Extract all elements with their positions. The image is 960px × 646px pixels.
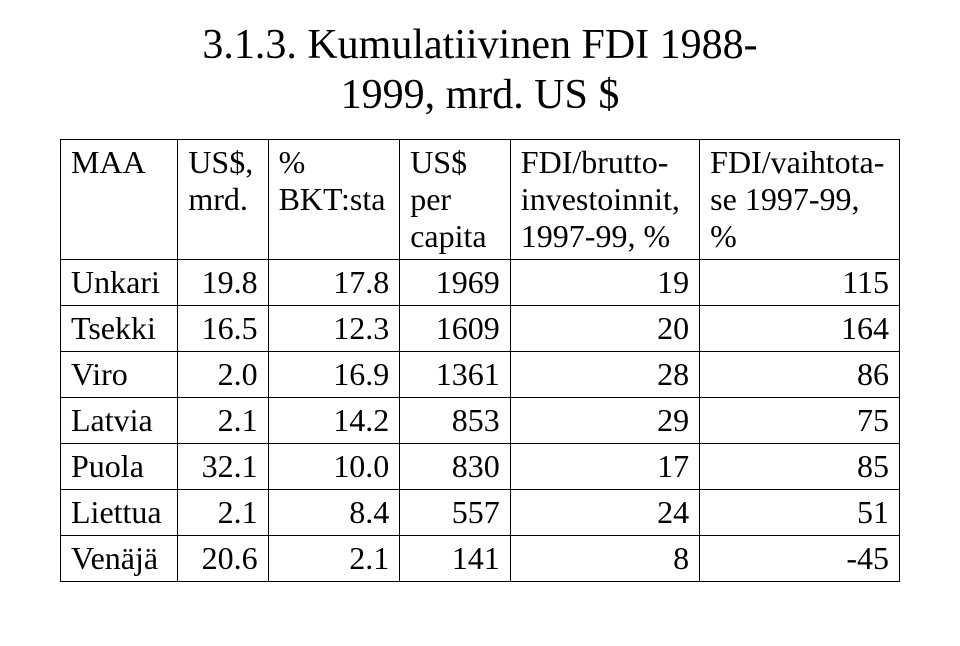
cell-value: 24: [510, 489, 699, 535]
title-line-1: 3.1.3. Kumulatiivinen FDI 1988-: [202, 22, 757, 68]
cell-value: 1361: [400, 351, 511, 397]
cell-country: Tsekki: [61, 305, 178, 351]
cell-value: 85: [700, 443, 900, 489]
cell-country: Unkari: [61, 259, 178, 305]
cell-value: 8.4: [268, 489, 400, 535]
table-body: Unkari 19.8 17.8 1969 19 115 Tsekki 16.5…: [61, 259, 900, 581]
table-row: Puola 32.1 10.0 830 17 85: [61, 443, 900, 489]
cell-value: 86: [700, 351, 900, 397]
col-header-fdi-brutto: FDI/brutto- investoinnit, 1997-99, %: [510, 139, 699, 259]
cell-value: 51: [700, 489, 900, 535]
cell-value: 1969: [400, 259, 511, 305]
col-header-text: FDI/vaihtota-: [710, 144, 884, 180]
cell-value: 2.0: [178, 351, 268, 397]
cell-value: 1609: [400, 305, 511, 351]
table-header-row: MAA US$, mrd. % BKT:sta US$ per capita F…: [61, 139, 900, 259]
col-header-text: %: [710, 218, 737, 254]
cell-value: 17: [510, 443, 699, 489]
cell-value: 75: [700, 397, 900, 443]
cell-value: 557: [400, 489, 511, 535]
col-header-text: %: [279, 144, 306, 180]
cell-country: Viro: [61, 351, 178, 397]
table-row: Venäjä 20.6 2.1 141 8 -45: [61, 535, 900, 581]
col-header-us: US$, mrd.: [178, 139, 268, 259]
cell-value: 12.3: [268, 305, 400, 351]
cell-value: 2.1: [178, 489, 268, 535]
cell-value: 8: [510, 535, 699, 581]
col-header-text: US$ per: [410, 144, 467, 217]
table-row: Tsekki 16.5 12.3 1609 20 164: [61, 305, 900, 351]
cell-value: 10.0: [268, 443, 400, 489]
col-header-text: 1997-99, %: [521, 218, 670, 254]
cell-value: 115: [700, 259, 900, 305]
cell-value: 17.8: [268, 259, 400, 305]
cell-country: Liettua: [61, 489, 178, 535]
col-header-text: US$,: [188, 144, 253, 180]
cell-value: 28: [510, 351, 699, 397]
cell-value: 19.8: [178, 259, 268, 305]
col-header-maa: MAA: [61, 139, 178, 259]
cell-value: 2.1: [268, 535, 400, 581]
cell-value: 2.1: [178, 397, 268, 443]
col-header-fdi-vaihto: FDI/vaihtota- se 1997-99, %: [700, 139, 900, 259]
cell-country: Latvia: [61, 397, 178, 443]
cell-value: 141: [400, 535, 511, 581]
cell-value: -45: [700, 535, 900, 581]
col-header-text: FDI/brutto-: [521, 144, 669, 180]
col-header-cap: US$ per capita: [400, 139, 511, 259]
page-title: 3.1.3. Kumulatiivinen FDI 1988- 1999, mr…: [60, 20, 900, 121]
table-row: Viro 2.0 16.9 1361 28 86: [61, 351, 900, 397]
table-row: Liettua 2.1 8.4 557 24 51: [61, 489, 900, 535]
cell-value: 32.1: [178, 443, 268, 489]
cell-value: 14.2: [268, 397, 400, 443]
cell-value: 20.6: [178, 535, 268, 581]
title-line-2: 1999, mrd. US $: [341, 72, 620, 118]
table-row: Unkari 19.8 17.8 1969 19 115: [61, 259, 900, 305]
cell-country: Venäjä: [61, 535, 178, 581]
fdi-table: MAA US$, mrd. % BKT:sta US$ per capita F…: [60, 139, 900, 582]
col-header-text: investoinnit,: [521, 181, 680, 217]
cell-value: 853: [400, 397, 511, 443]
col-header-bkt: % BKT:sta: [268, 139, 400, 259]
cell-value: 16.5: [178, 305, 268, 351]
cell-value: 16.9: [268, 351, 400, 397]
cell-value: 164: [700, 305, 900, 351]
table-row: Latvia 2.1 14.2 853 29 75: [61, 397, 900, 443]
cell-country: Puola: [61, 443, 178, 489]
cell-value: 29: [510, 397, 699, 443]
cell-value: 19: [510, 259, 699, 305]
col-header-text: se 1997-99,: [710, 181, 859, 217]
cell-value: 20: [510, 305, 699, 351]
col-header-text: mrd.: [188, 181, 248, 217]
col-header-text: BKT:sta: [279, 181, 386, 217]
cell-value: 830: [400, 443, 511, 489]
col-header-text: capita: [410, 218, 486, 254]
col-header-text: MAA: [71, 144, 146, 180]
